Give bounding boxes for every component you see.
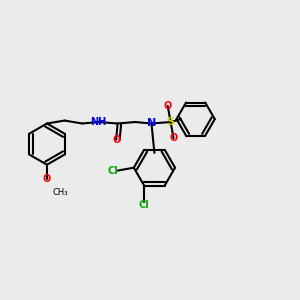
Text: NH: NH bbox=[90, 117, 106, 127]
Text: O: O bbox=[169, 133, 178, 143]
Text: N: N bbox=[147, 118, 156, 128]
Text: Cl: Cl bbox=[139, 200, 149, 210]
Text: O: O bbox=[112, 135, 120, 145]
Text: Cl: Cl bbox=[108, 166, 118, 176]
Text: CH₃: CH₃ bbox=[52, 188, 68, 197]
Text: O: O bbox=[43, 174, 51, 184]
Text: S: S bbox=[167, 117, 175, 127]
Text: O: O bbox=[164, 101, 172, 111]
